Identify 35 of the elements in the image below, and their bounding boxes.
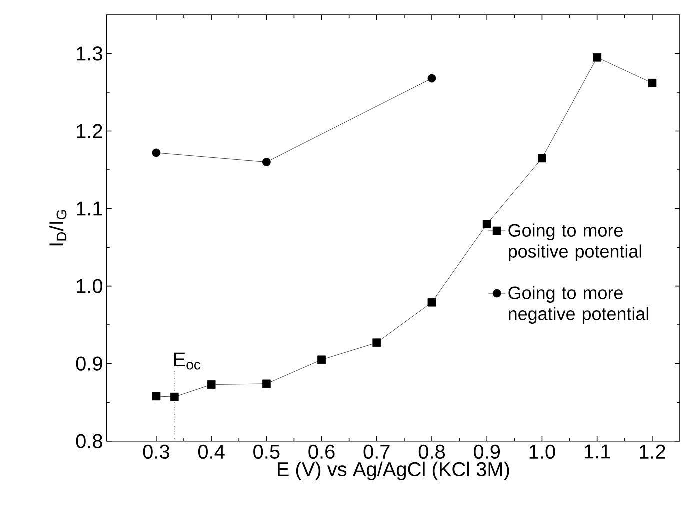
point (318, 356, 326, 364)
x-tick-label: 0.8 (418, 444, 446, 459)
y-tick-label: 1.3 (77, 46, 102, 61)
x-tick-label: 0.9 (474, 444, 500, 459)
point (428, 298, 436, 307)
y-tick-label: 1.2 (77, 124, 102, 138)
legend-label: Going to more negative potential (508, 286, 648, 324)
x-tick-label: 0.5 (254, 444, 280, 459)
point (428, 74, 436, 83)
point (593, 53, 602, 62)
y-tick-label: 1.0 (77, 279, 103, 294)
legend-label: Going to more positive potential (508, 224, 642, 262)
x-tick-label: 1.0 (530, 444, 556, 459)
x-tick-label: 0.7 (364, 444, 390, 459)
point (152, 148, 161, 158)
point (482, 220, 492, 228)
y-axis-title: I$_{D}$/I$_{G}$ (48, 210, 67, 246)
y-tick-label: 1.1 (77, 202, 102, 216)
x-tick-label: 0.6 (308, 444, 335, 459)
point (648, 78, 657, 88)
point (170, 392, 179, 402)
y-tick-label: 0.9 (76, 356, 102, 371)
x-tick-label: 1.1 (584, 444, 610, 458)
x-tick-label: 1.2 (640, 444, 666, 459)
ref-line-label: E$_{oc}$ (174, 352, 201, 370)
point (372, 338, 382, 347)
x-tick-label: 0.3 (143, 444, 170, 459)
point (207, 380, 216, 389)
x-axis-title: E (V) vs Ag/AgCl (KCl 3M) (278, 462, 510, 480)
point (538, 154, 546, 162)
point (152, 392, 161, 400)
point (262, 380, 271, 388)
y-tick-label: 0.8 (76, 434, 102, 448)
x-tick-label: 0.4 (198, 444, 225, 459)
point (262, 158, 271, 166)
